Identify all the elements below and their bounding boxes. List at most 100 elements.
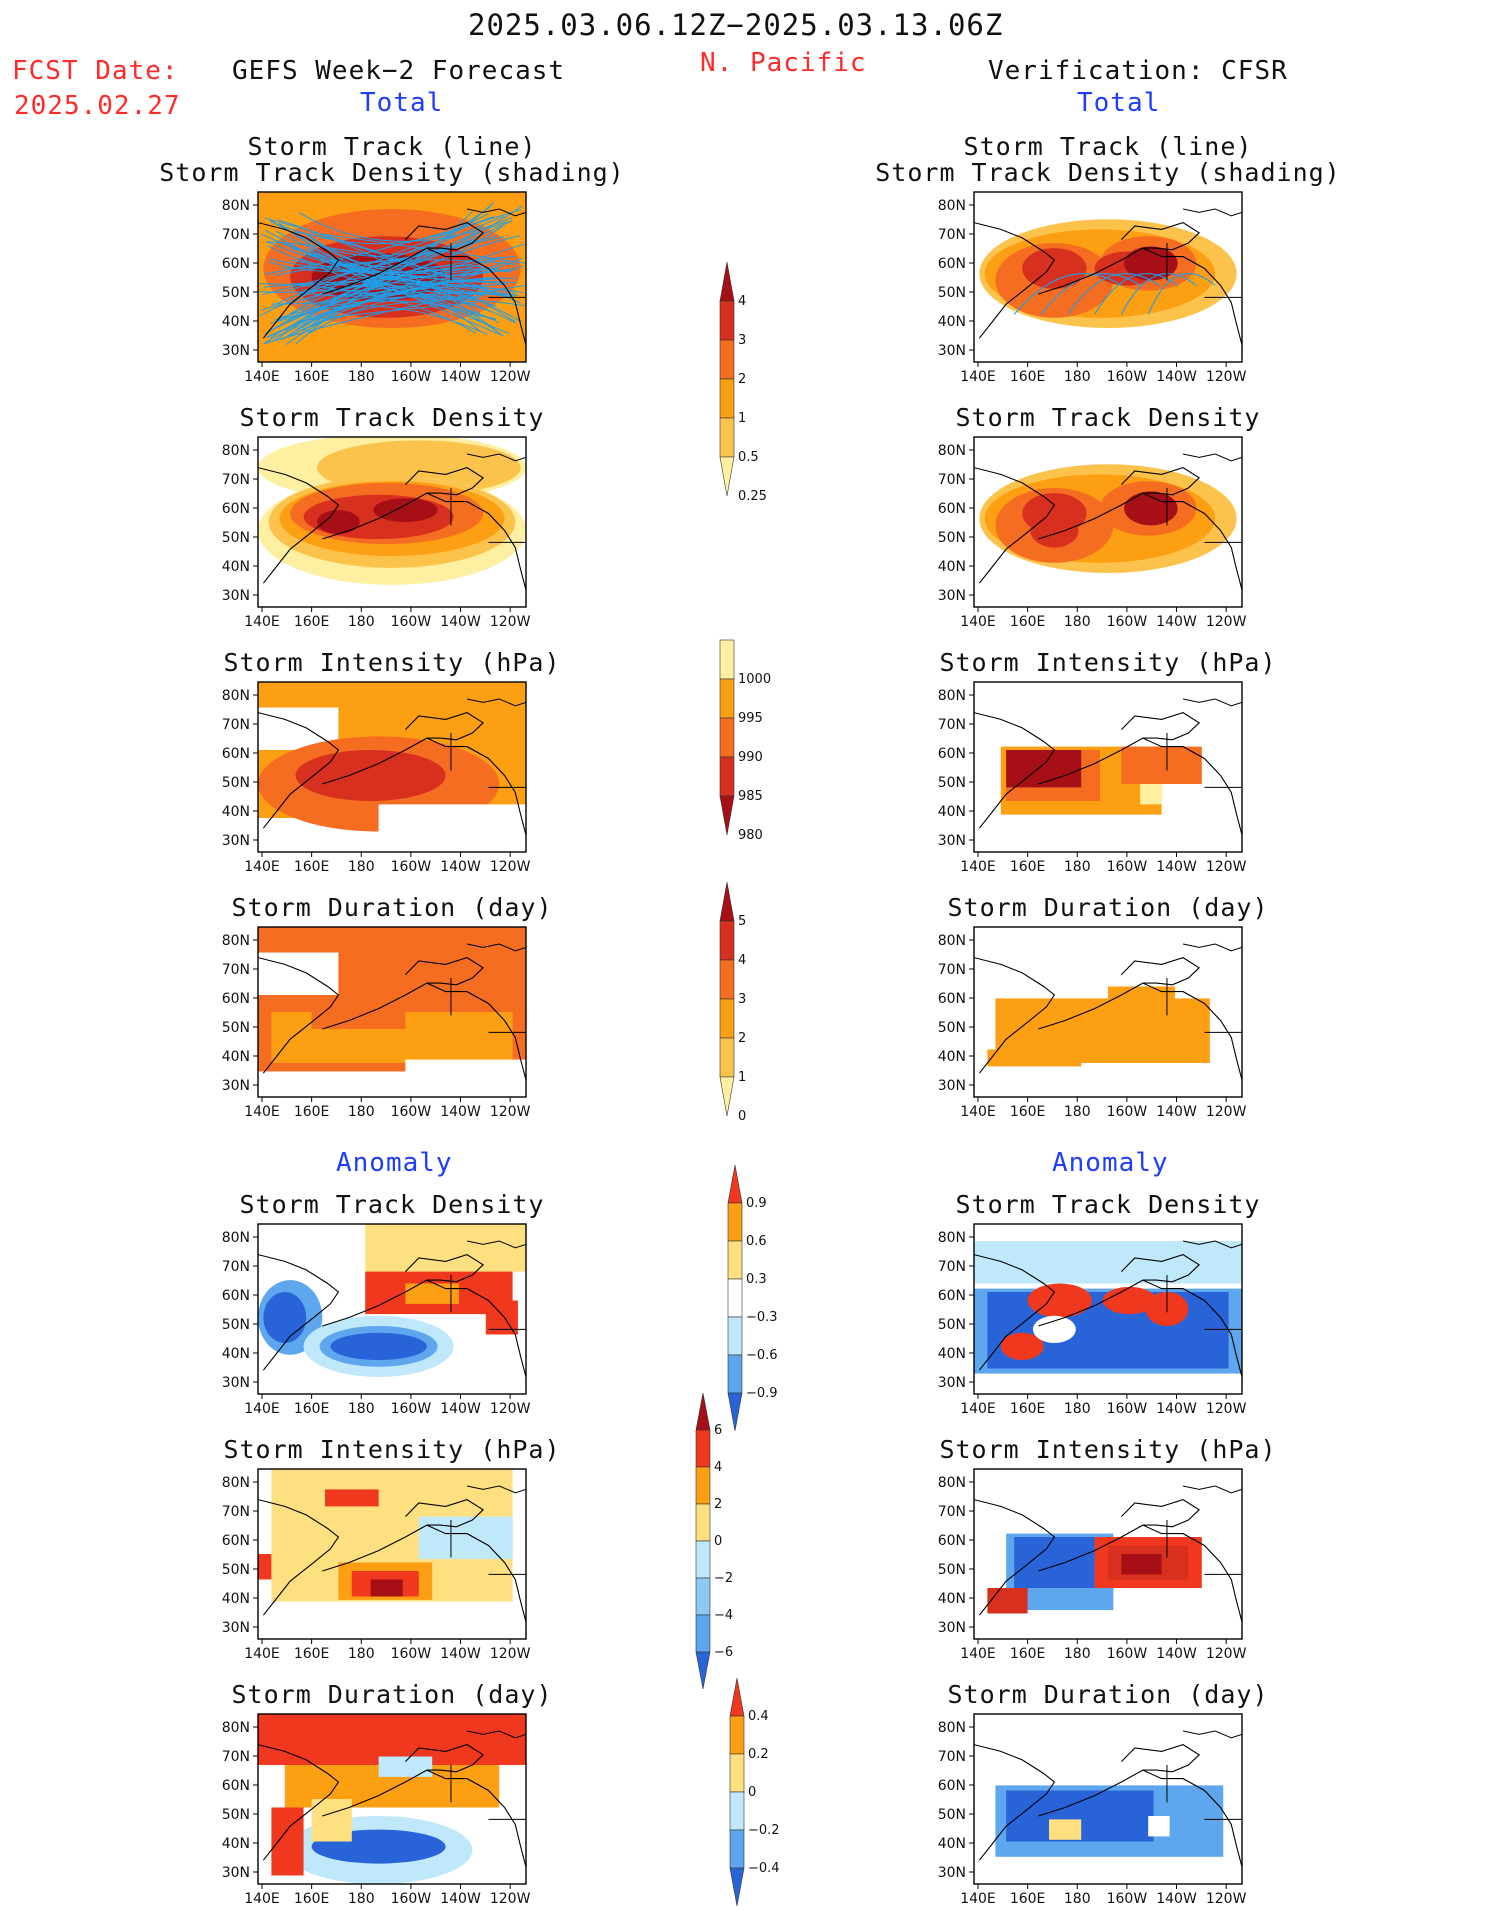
colorbar-label: 985 <box>738 789 763 804</box>
x-tick-label: 160W <box>1107 369 1148 385</box>
colorbar-segment <box>720 921 734 960</box>
map-panel <box>258 927 526 1097</box>
y-tick-label: 50N <box>938 775 966 791</box>
colorbar-label: 4 <box>738 294 746 309</box>
x-tick-label: 160W <box>391 1401 432 1417</box>
colorbar-label: 990 <box>738 750 763 765</box>
map-panel <box>258 1469 526 1622</box>
y-tick-label: 60N <box>938 746 966 762</box>
colorbar-segment <box>728 1355 742 1393</box>
x-tick-label: 120W <box>1206 859 1247 875</box>
x-tick-label: 160E <box>294 614 330 630</box>
coastline-arctic <box>1183 1486 1242 1493</box>
colorbar-segment <box>696 1504 710 1541</box>
y-tick-label: 70N <box>222 1504 250 1520</box>
anom-field <box>1033 1316 1076 1343</box>
x-tick-label: 160E <box>294 1104 330 1120</box>
anom-field <box>371 1580 403 1597</box>
anom-field <box>1121 1554 1161 1574</box>
colorbar-label: 995 <box>738 711 763 726</box>
y-tick-label: 30N <box>938 588 966 604</box>
colorbar-density-total: 43210.50.25 <box>720 262 767 504</box>
anom-field <box>330 1333 426 1360</box>
y-tick-label: 70N <box>938 1749 966 1765</box>
duration-gap <box>258 953 338 996</box>
y-tick-label: 70N <box>222 717 250 733</box>
x-tick-label: 140E <box>960 1401 996 1417</box>
map-panel <box>974 454 1242 590</box>
y-tick-label: 30N <box>938 833 966 849</box>
x-tick-label: 140W <box>1156 1891 1197 1907</box>
x-tick-label: 180 <box>1064 859 1091 875</box>
x-tick-label: 140W <box>440 1891 481 1907</box>
y-tick-label: 60N <box>938 256 966 272</box>
colorbar-arrow <box>720 796 734 835</box>
colorbar-segment <box>720 1038 734 1077</box>
x-tick-label: 160W <box>391 859 432 875</box>
map-panel <box>974 209 1242 345</box>
intensity-field <box>1121 747 1201 784</box>
y-tick-label: 60N <box>222 991 250 1007</box>
y-tick-label: 60N <box>222 501 250 517</box>
colorbar-intensity-total: 1000 995 990 985 980 <box>720 640 771 843</box>
x-tick-label: 160W <box>391 614 432 630</box>
x-tick-label: 160E <box>1010 859 1046 875</box>
y-tick-label: 40N <box>938 1049 966 1065</box>
colorbar-segment <box>696 1430 710 1467</box>
colorbar-segment <box>720 718 734 757</box>
x-tick-label: 140W <box>1156 1646 1197 1662</box>
x-tick-label: 160E <box>1010 1646 1046 1662</box>
anom-field <box>312 1799 352 1842</box>
x-tick-label: 160W <box>391 1891 432 1907</box>
x-tick-label: 180 <box>348 369 375 385</box>
colorbar-label: −6 <box>714 1645 733 1660</box>
colorbar-segment <box>730 1716 744 1754</box>
map-panel <box>974 699 1242 835</box>
y-tick-label: 50N <box>938 1562 966 1578</box>
x-tick-label: 120W <box>1206 614 1247 630</box>
map-panel <box>258 682 526 852</box>
x-tick-label: 160E <box>1010 369 1046 385</box>
colorbar-label: 3 <box>738 333 746 348</box>
anom-field <box>987 1588 1027 1614</box>
colorbar-label: −0.6 <box>746 1348 778 1363</box>
colorbar-label: 3 <box>738 992 746 1007</box>
y-tick-label: 40N <box>938 559 966 575</box>
y-tick-label: 50N <box>222 1562 250 1578</box>
y-tick-label: 30N <box>222 1078 250 1094</box>
intensity-field <box>296 750 446 801</box>
x-tick-label: 120W <box>1206 369 1247 385</box>
colorbar-label: 1 <box>738 411 746 426</box>
x-tick-label: 180 <box>1064 1646 1091 1662</box>
y-tick-label: 60N <box>938 1778 966 1794</box>
map-panel <box>974 1731 1242 1867</box>
x-tick-label: 140E <box>244 1891 280 1907</box>
colorbar-segment <box>720 301 734 340</box>
y-tick-label: 40N <box>222 1591 250 1607</box>
colorbar-segment <box>720 999 734 1038</box>
y-tick-label: 50N <box>938 1807 966 1823</box>
y-tick-label: 30N <box>938 1078 966 1094</box>
y-tick-label: 30N <box>222 1620 250 1636</box>
y-tick-label: 70N <box>938 717 966 733</box>
x-tick-label: 120W <box>490 369 531 385</box>
colorbar-arrow <box>728 1393 742 1431</box>
y-tick-label: 70N <box>938 962 966 978</box>
y-tick-label: 50N <box>222 1020 250 1036</box>
y-tick-label: 60N <box>938 1288 966 1304</box>
y-tick-label: 60N <box>222 256 250 272</box>
y-tick-label: 40N <box>938 1836 966 1852</box>
x-tick-label: 160W <box>1107 1401 1148 1417</box>
x-tick-label: 140E <box>960 1104 996 1120</box>
y-tick-label: 70N <box>222 227 250 243</box>
y-tick-label: 60N <box>222 1288 250 1304</box>
y-tick-label: 70N <box>222 1749 250 1765</box>
y-tick-label: 50N <box>938 1317 966 1333</box>
x-tick-label: 180 <box>1064 614 1091 630</box>
colorbar-segment <box>728 1279 742 1317</box>
x-tick-label: 160W <box>1107 614 1148 630</box>
anom-field <box>325 1489 379 1506</box>
x-tick-label: 140W <box>440 1401 481 1417</box>
x-tick-label: 160W <box>391 1104 432 1120</box>
duration-gap <box>405 1060 526 1097</box>
